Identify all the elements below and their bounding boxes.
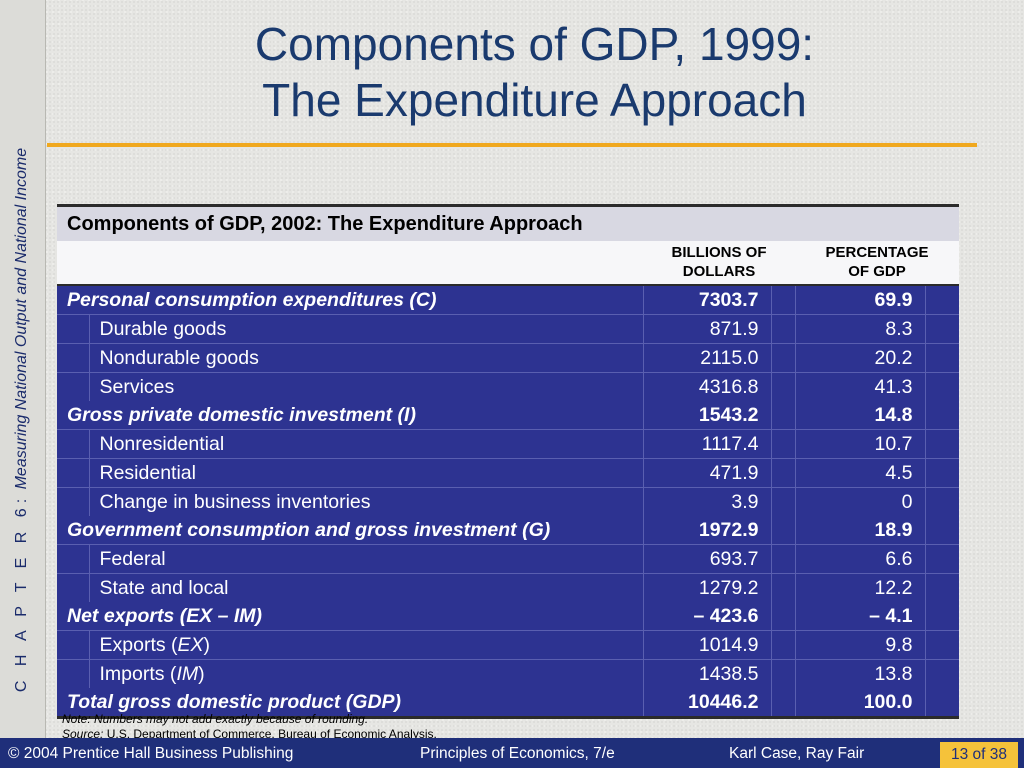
- row-percent: 18.9: [794, 516, 925, 545]
- footer-copyright: © 2004 Prentice Hall Business Publishing: [8, 745, 294, 762]
- row-label: Exports (EX): [89, 630, 643, 660]
- row-percent: 69.9: [794, 285, 925, 315]
- row-label: Nondurable goods: [89, 343, 643, 373]
- table-row: Durable goods 871.9 8.3: [57, 314, 960, 344]
- footer-book-title: Principles of Economics, 7/e: [420, 745, 615, 762]
- row-percent: 4.5: [794, 458, 925, 488]
- row-billions: – 423.6: [642, 602, 771, 631]
- row-billions: 1279.2: [642, 573, 771, 602]
- table-row: Nondurable goods 2115.0 20.2: [57, 343, 960, 373]
- table-row: Personal consumption expenditures (C) 73…: [57, 285, 960, 315]
- row-percent: 13.8: [794, 659, 925, 688]
- row-label: Nonresidential: [89, 429, 643, 459]
- row-billions: 471.9: [642, 458, 771, 488]
- column-header-billions: BILLIONS OF DOLLARS: [643, 241, 795, 286]
- slide-title-line2: The Expenditure Approach: [262, 74, 807, 126]
- chapter-number: C H A P T E R 6:: [13, 493, 30, 693]
- row-label: Services: [89, 372, 643, 401]
- table-row: Net exports (EX – IM) – 423.6 – 4.1: [57, 602, 960, 631]
- table-header: Components of GDP, 2002: The Expenditure…: [57, 204, 960, 241]
- table-row: Services 4316.8 41.3: [57, 372, 960, 401]
- table-row: Change in business inventories 3.9 0: [57, 487, 960, 516]
- table-row: Exports (EX) 1014.9 9.8: [57, 630, 960, 660]
- row-billions: 2115.0: [642, 343, 771, 373]
- table-row: Government consumption and gross investm…: [57, 516, 960, 545]
- table-row: Imports (IM) 1438.5 13.8: [57, 659, 960, 688]
- left-sidebar: [0, 0, 46, 738]
- row-percent: 12.2: [794, 573, 925, 602]
- row-percent: 0: [794, 487, 925, 516]
- row-billions: 3.9: [642, 487, 771, 516]
- row-billions: 4316.8: [642, 372, 771, 401]
- table-row: Nonresidential 1117.4 10.7: [57, 429, 960, 459]
- row-percent: 41.3: [794, 372, 925, 401]
- slide-footer: © 2004 Prentice Hall Business Publishing…: [0, 738, 1024, 768]
- row-billions: 1117.4: [642, 429, 771, 459]
- table-row-total: Total gross domestic product (GDP) 10446…: [57, 688, 960, 719]
- table-notes: Note: Numbers may not add exactly becaus…: [62, 712, 437, 742]
- row-percent: 14.8: [794, 401, 925, 430]
- row-percent: 10.7: [794, 429, 925, 459]
- chapter-side-label: C H A P T E R 6: Measuring National Outp…: [13, 148, 31, 692]
- page-number: 13 of 38: [940, 742, 1018, 768]
- rounding-note: Note: Numbers may not add exactly becaus…: [62, 712, 369, 726]
- table-row: Gross private domestic investment (I) 15…: [57, 401, 960, 430]
- row-billions: 1438.5: [642, 659, 771, 688]
- row-label: Federal: [89, 544, 643, 574]
- slide-title: Components of GDP, 1999: The Expenditure…: [45, 16, 1024, 128]
- row-label: Residential: [89, 458, 643, 488]
- row-percent: 100.0: [794, 688, 925, 719]
- row-billions: 1014.9: [642, 630, 771, 660]
- row-label: State and local: [89, 573, 643, 602]
- table-row: Residential 471.9 4.5: [57, 458, 960, 488]
- row-billions: 1543.2: [642, 401, 771, 430]
- table-row: Federal 693.7 6.6: [57, 544, 960, 574]
- source-note: Source: U.S. Department of Commerce, Bur…: [62, 727, 437, 741]
- row-label: Durable goods: [89, 314, 643, 344]
- row-billions: 871.9: [642, 314, 771, 344]
- column-headers: BILLIONS OF DOLLARS PERCENTAGE OF GDP: [57, 241, 960, 286]
- row-percent: – 4.1: [794, 602, 925, 631]
- row-percent: 8.3: [794, 314, 925, 344]
- row-percent: 6.6: [794, 544, 925, 574]
- gdp-components-table: Components of GDP, 2002: The Expenditure…: [57, 204, 960, 719]
- gdp-table-wrapper: Components of GDP, 2002: The Expenditure…: [57, 204, 960, 719]
- table-row: State and local 1279.2 12.2: [57, 573, 960, 602]
- column-header-percentage: PERCENTAGE OF GDP: [795, 241, 960, 286]
- row-label: Imports (IM): [89, 659, 643, 688]
- row-label: Total gross domestic product (GDP): [57, 688, 643, 719]
- slide-title-line1: Components of GDP, 1999:: [254, 18, 815, 70]
- row-label: Personal consumption expenditures (C): [57, 285, 643, 315]
- row-billions: 693.7: [642, 544, 771, 574]
- row-label: Government consumption and gross investm…: [57, 516, 643, 545]
- row-label: Gross private domestic investment (I): [57, 401, 643, 430]
- row-billions: 7303.7: [642, 285, 771, 315]
- row-percent: 9.8: [794, 630, 925, 660]
- row-label: Change in business inventories: [89, 487, 643, 516]
- title-underline: [47, 143, 977, 147]
- row-percent: 20.2: [794, 343, 925, 373]
- row-billions: 1972.9: [642, 516, 771, 545]
- chapter-title: Measuring National Output and National I…: [13, 147, 30, 490]
- row-label: Net exports (EX – IM): [57, 602, 643, 631]
- row-billions: 10446.2: [642, 688, 771, 719]
- footer-authors: Karl Case, Ray Fair: [729, 745, 865, 762]
